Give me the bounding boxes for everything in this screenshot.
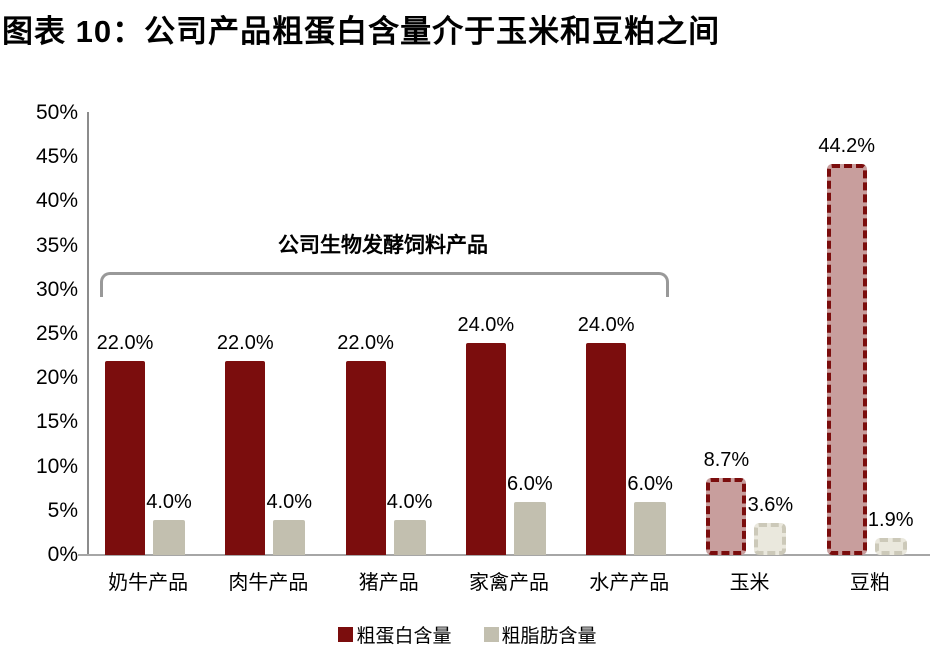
product-group-annotation: 公司生物发酵饲料产品 [278,234,488,257]
x-category-label-玉米: 玉米 [729,572,770,594]
plot-area: 公司生物发酵饲料产品 22.0% 22.0% 22.0% 24.0% 24.0% 8.7%… [88,113,930,555]
bar-value-label: 4.0% [386,490,433,513]
bar-value-label: 1.9% [867,509,914,532]
bar-粗蛋白含量-家禽产品 [465,342,506,555]
y-tick-label: 30% [35,277,78,301]
y-tick-label: 0% [47,543,78,566]
y-tick-label: 35% [35,233,78,257]
bar-value-label: 6.0% [507,472,553,495]
y-tick-label: 5% [47,498,78,522]
bar-粗脂肪含量-肉牛产品 [273,519,306,555]
y-tick-label: 25% [35,322,78,345]
bar-粗蛋白含量-奶牛产品 [105,360,145,555]
bar-粗脂肪含量-家禽产品 [513,501,546,555]
legend-item-label: 粗蛋白含量 [356,626,452,647]
legend-item-label: 粗脂肪含量 [501,626,597,647]
legend-swatch-icon [338,627,354,642]
y-axis-line [87,112,89,556]
y-tick-label: 45% [35,145,78,169]
legend: 粗蛋白含量 粗脂肪含量 [0,621,935,648]
legend-swatch-icon [483,627,499,642]
bar-value-label: 22.0% [96,331,154,354]
bar-粗蛋白含量-肉牛产品 [225,360,266,555]
bar-粗蛋白含量-猪产品 [345,360,386,555]
bar-value-label: 22.0% [337,331,394,354]
bar-粗脂肪含量-奶牛产品 [153,519,185,555]
y-tick-label: 10% [35,454,78,478]
bar-粗脂肪含量-豆粕 [874,538,907,555]
x-category-label-肉牛产品: 肉牛产品 [228,572,309,594]
legend-item-粗蛋白含量: 粗蛋白含量 [338,621,452,648]
x-category-label-猪产品: 猪产品 [358,572,419,594]
bar-value-label: 24.0% [577,313,635,336]
bar-value-label: 4.0% [266,490,313,513]
bar-粗蛋白含量-豆粕 [826,164,867,555]
bar-粗脂肪含量-猪产品 [393,519,426,555]
y-tick-label: 20% [35,366,78,390]
bar-粗脂肪含量-玉米 [754,523,787,555]
x-category-label-奶牛产品: 奶牛产品 [108,572,189,594]
bar-粗蛋白含量-玉米 [706,478,747,555]
legend-item-粗脂肪含量: 粗脂肪含量 [483,621,597,648]
chart-title: 图表 10：公司产品粗蛋白含量介于玉米和豆粕之间 [2,14,721,49]
x-category-label-豆粕: 豆粕 [849,572,890,594]
y-tick-label: 40% [35,189,78,213]
y-tick-label: 15% [35,410,78,434]
x-category-label-家禽产品: 家禽产品 [468,572,549,594]
bar-粗蛋白含量-水产产品 [586,342,627,555]
bar-value-label: 8.7% [703,449,750,472]
bar-value-label: 6.0% [627,472,673,495]
x-axis-baseline [78,554,930,556]
y-tick-label: 50% [35,101,78,124]
bar-value-label: 3.6% [747,494,794,517]
bar-value-label: 22.0% [216,331,274,354]
bar-粗脂肪含量-水产产品 [634,501,667,555]
bar-value-label: 44.2% [818,135,876,158]
product-group-bracket [100,272,669,297]
bar-value-label: 4.0% [146,490,192,513]
bar-value-label: 24.0% [457,313,515,336]
x-category-label-水产产品: 水产产品 [589,572,670,594]
